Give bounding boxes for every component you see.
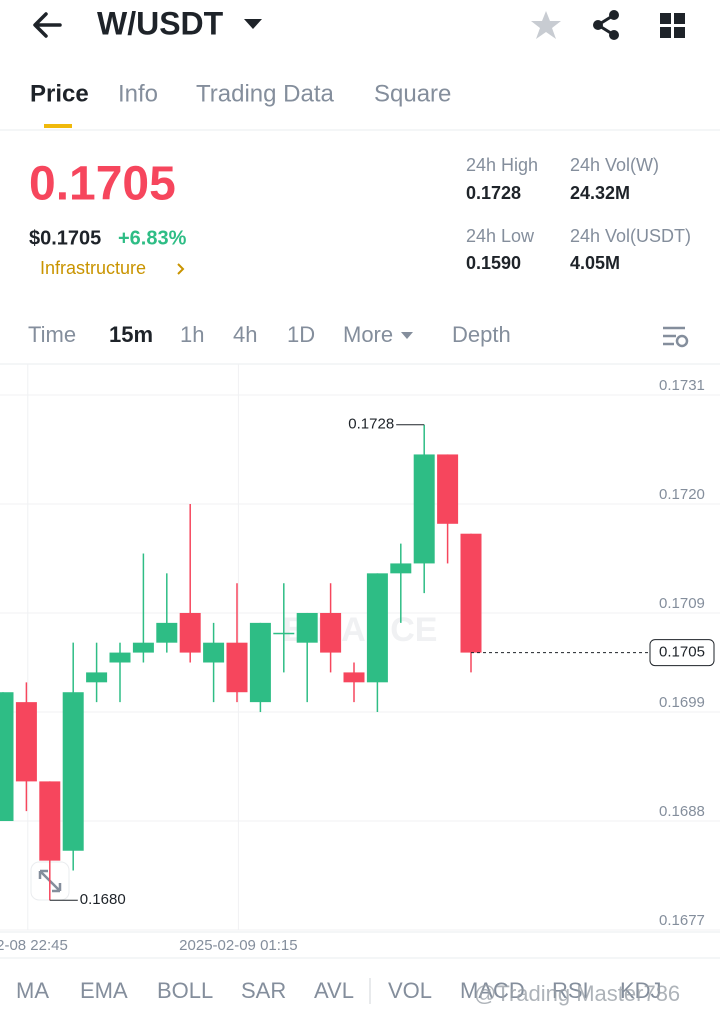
tab[interactable]: Info xyxy=(118,80,158,107)
interval-tab[interactable]: 4h xyxy=(233,322,257,347)
y-tick-label: 0.1688 xyxy=(659,803,705,820)
candle-body xyxy=(366,573,388,683)
stat-value: 24.32M xyxy=(570,183,630,203)
last-price-label: 0.1705 xyxy=(659,644,705,661)
pair-title[interactable]: W/USDT xyxy=(97,5,224,41)
indicator-tab[interactable]: VOL xyxy=(388,978,432,1003)
candle-body xyxy=(437,454,459,524)
indicator-tab[interactable]: BOLL xyxy=(157,978,213,1003)
candle-body xyxy=(15,702,37,782)
pair-dropdown[interactable] xyxy=(244,19,262,29)
indicator-tab[interactable]: RSI xyxy=(552,978,589,1003)
price-change: +6.83% xyxy=(118,227,187,249)
low-label: 0.1680 xyxy=(80,891,126,908)
interval-tab[interactable]: Time xyxy=(28,322,76,347)
indicator-tab[interactable]: MA xyxy=(16,978,49,1003)
usd-price: $0.1705 xyxy=(29,227,101,249)
grid-cell xyxy=(674,13,685,24)
y-tick-label: 0.1677 xyxy=(659,912,705,929)
candle-body xyxy=(203,642,225,663)
indicator-tab[interactable]: KDJ xyxy=(620,978,662,1003)
candle-body xyxy=(109,652,131,663)
back-arrow xyxy=(33,12,62,38)
last-price: 0.1705 xyxy=(29,158,176,211)
share-lines xyxy=(595,13,615,37)
settings-lines xyxy=(663,326,685,346)
share-icon[interactable] xyxy=(593,10,619,40)
stat-value: 4.05M xyxy=(570,253,620,273)
candle-body xyxy=(249,622,271,703)
stat-value: 0.1590 xyxy=(466,253,521,273)
favorite-star[interactable] xyxy=(531,11,561,39)
tab-indicator xyxy=(44,124,72,128)
more-caret xyxy=(401,332,413,339)
last-price-box xyxy=(649,639,715,667)
grid-cell xyxy=(660,27,671,38)
grid-menu-icon[interactable] xyxy=(660,13,685,38)
indicator-tab[interactable]: MACD xyxy=(460,978,525,1003)
stat-value: 0.1728 xyxy=(466,183,521,203)
indicator-tab[interactable]: SAR xyxy=(241,978,286,1003)
sector-chevron xyxy=(177,263,185,275)
interval-tab[interactable]: 1D xyxy=(287,322,315,347)
candle-body xyxy=(86,672,108,683)
candle-body xyxy=(343,672,365,683)
candle-body xyxy=(62,692,84,851)
stat-label: 24h High xyxy=(466,155,538,175)
candle-body xyxy=(156,622,178,643)
y-tick-label: 0.1720 xyxy=(659,486,705,503)
tab[interactable]: Trading Data xyxy=(196,80,335,107)
candle-body xyxy=(39,781,61,861)
x-tick-label: 02-08 22:45 xyxy=(0,937,68,954)
back-button[interactable] xyxy=(33,12,62,38)
y-tick-label: 0.1709 xyxy=(659,595,705,612)
candle-body xyxy=(320,612,342,653)
candle-body xyxy=(273,632,295,635)
x-tick-label: 2025-02-09 01:15 xyxy=(179,937,297,954)
candle-body xyxy=(0,692,14,822)
candle-body xyxy=(226,642,248,693)
indicator-tab[interactable]: AVL xyxy=(314,978,354,1003)
interval-tab[interactable]: 1h xyxy=(180,322,204,347)
watermark: @Trading Master786 xyxy=(474,981,680,1006)
candle-body xyxy=(296,612,318,643)
y-tick-label: 0.1731 xyxy=(659,377,705,394)
chart-settings-icon[interactable] xyxy=(663,326,689,348)
indicator-tab[interactable]: EMA xyxy=(80,978,128,1003)
candle-body xyxy=(132,642,154,653)
grid-cell xyxy=(660,13,671,24)
candle-body xyxy=(413,454,435,564)
sector-tag[interactable]: Infrastructure xyxy=(40,258,146,278)
grid-cell xyxy=(674,27,685,38)
interval-tab[interactable]: Depth xyxy=(452,322,511,347)
tab[interactable]: Price xyxy=(30,80,89,107)
interval-tab[interactable]: More xyxy=(343,322,393,347)
candle-body xyxy=(460,533,482,653)
stat-label: 24h Low xyxy=(466,226,535,246)
candle-body xyxy=(390,563,412,574)
interval-tab[interactable]: 15m xyxy=(109,322,153,347)
settings-gear xyxy=(675,334,689,348)
y-tick-label: 0.1699 xyxy=(659,694,705,711)
high-label: 0.1728 xyxy=(348,416,394,433)
tab[interactable]: Square xyxy=(374,80,451,107)
stat-label: 24h Vol(W) xyxy=(570,155,659,175)
candle-body xyxy=(179,612,201,653)
stat-label: 24h Vol(USDT) xyxy=(570,226,691,246)
